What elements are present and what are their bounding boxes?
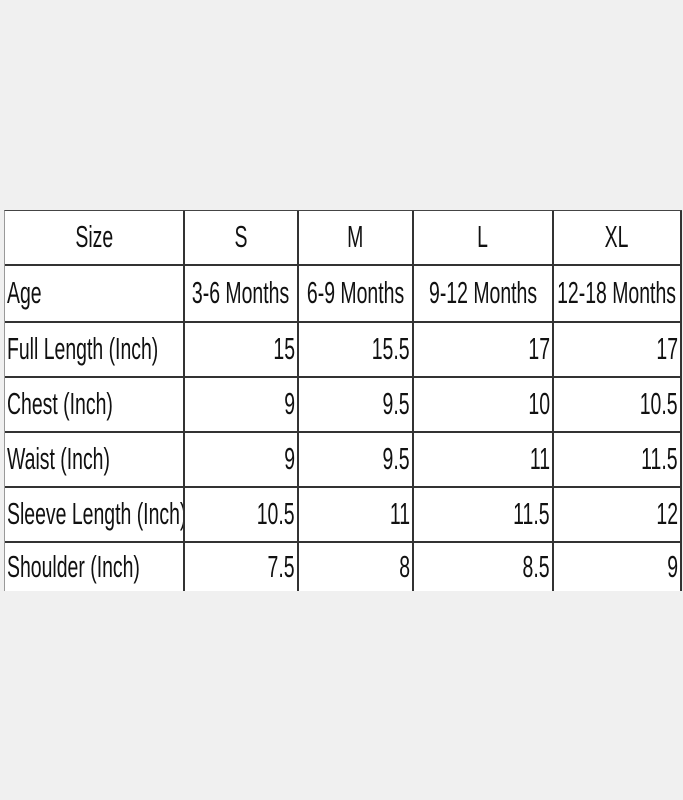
data-cell: 6-9 Months (299, 266, 414, 323)
cell-text: Full Length (Inch) (7, 332, 159, 366)
row-label: Sleeve Length (Inch) (5, 488, 185, 543)
cell-text: Sleeve Length (Inch) (7, 497, 185, 531)
cell-text: Waist (Inch) (7, 442, 110, 476)
data-cell: 7.5 (185, 543, 299, 591)
data-cell: 11 (299, 488, 414, 543)
data-cell: 3-6 Months (185, 266, 299, 323)
data-cell: 11 (414, 433, 554, 488)
cell-text: 10.5 (640, 387, 678, 421)
cell-text: M (347, 220, 364, 254)
cell-text: 9.5 (382, 442, 410, 476)
cell-text: Size (75, 220, 113, 254)
cell-text: 17 (656, 332, 678, 366)
cell-text: 17 (528, 332, 550, 366)
data-cell: 15.5 (299, 323, 414, 378)
cell-text: 10.5 (257, 497, 295, 531)
cell-text: Chest (Inch) (7, 387, 113, 421)
data-cell: 12 (554, 488, 682, 543)
cell-text: 15 (273, 332, 295, 366)
data-cell: 9-12 Months (414, 266, 554, 323)
header-cell: XL (554, 211, 682, 266)
cell-text: 11 (389, 497, 410, 531)
cell-text: 11.5 (513, 497, 550, 531)
data-cell: 9 (185, 433, 299, 488)
data-cell: 8.5 (414, 543, 554, 591)
cell-text: 9 (667, 549, 678, 584)
cell-text: 12 (656, 497, 678, 531)
cell-text: 10 (528, 387, 550, 421)
header-cell: S (185, 211, 299, 266)
row-label: Full Length (Inch) (5, 323, 185, 378)
cell-text: 9 (284, 442, 295, 476)
row-label: Age (5, 266, 185, 323)
cell-text: 9-12 Months (428, 276, 538, 310)
data-cell: 12-18 Months (554, 266, 682, 323)
data-cell: 9.5 (299, 433, 414, 488)
cell-text: XL (605, 220, 629, 254)
cell-text: 9.5 (382, 387, 410, 421)
row-label: Chest (Inch) (5, 378, 185, 433)
data-cell: 9 (185, 378, 299, 433)
cell-text: 15.5 (372, 332, 410, 366)
header-cell: L (414, 211, 554, 266)
cell-text: 6-9 Months (306, 276, 405, 310)
cell-text: L (477, 220, 489, 254)
cell-text: 3-6 Months (192, 276, 290, 310)
cell-text: Shoulder (Inch) (7, 549, 140, 584)
cell-text: 8 (399, 549, 410, 584)
data-cell: 17 (414, 323, 554, 378)
cell-text: 11 (529, 442, 550, 476)
data-cell: 10 (414, 378, 554, 433)
data-cell: 11.5 (414, 488, 554, 543)
size-chart: Size S M L XL Age 3-6 Months 6-9 Months 9-12 Mon… (4, 210, 682, 591)
cell-text: 9 (284, 387, 295, 421)
cell-text: Age (7, 276, 42, 310)
data-cell: 10.5 (185, 488, 299, 543)
cell-text: 7.5 (267, 549, 295, 584)
data-cell: 11.5 (554, 433, 682, 488)
data-cell: 9.5 (299, 378, 414, 433)
cell-text: 8.5 (522, 549, 550, 584)
data-cell: 8 (299, 543, 414, 591)
row-label: Waist (Inch) (5, 433, 185, 488)
cell-text: S (234, 220, 248, 254)
header-cell: Size (5, 211, 185, 266)
header-cell: M (299, 211, 414, 266)
data-cell: 10.5 (554, 378, 682, 433)
cell-text: 12-18 Months (557, 276, 677, 310)
cell-text: 11.5 (641, 442, 678, 476)
data-cell: 15 (185, 323, 299, 378)
row-label: Shoulder (Inch) (5, 543, 185, 591)
data-cell: 9 (554, 543, 682, 591)
data-cell: 17 (554, 323, 682, 378)
